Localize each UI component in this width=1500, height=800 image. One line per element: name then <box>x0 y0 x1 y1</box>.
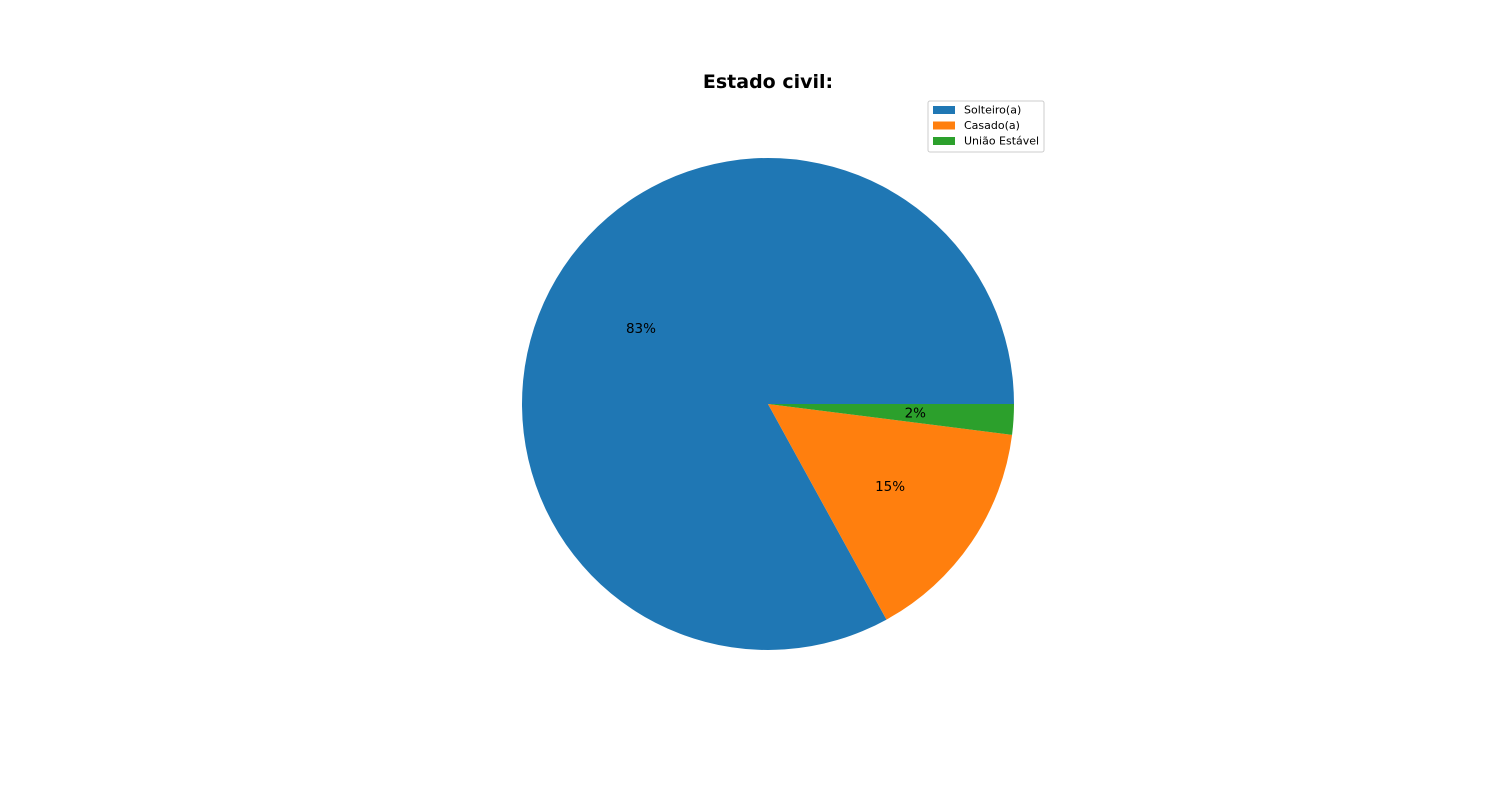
legend-swatch-solteiro-a <box>933 106 955 114</box>
legend-label-uniao-estavel: União Estável <box>964 135 1039 148</box>
legend-label-solteiro-a: Solteiro(a) <box>964 104 1021 117</box>
pie-slice-solteiro-a <box>521 157 1014 650</box>
legend: Solteiro(a) Casado(a) União Estável <box>927 100 1045 153</box>
legend-entries: Solteiro(a) Casado(a) União Estável <box>933 104 1039 148</box>
pie-slice-casado-a <box>768 404 1013 620</box>
legend-label-casado-a: Casado(a) <box>964 119 1020 132</box>
pie-slice-uniao-estavel <box>768 404 1014 435</box>
legend-frame <box>927 100 1045 153</box>
pie-slices <box>521 157 1014 650</box>
legend-swatch-uniao-estavel <box>933 137 955 145</box>
pie-slice-label-uniao-estavel: 2% <box>905 405 927 421</box>
pie-slice-label-casado-a: 15% <box>875 479 905 495</box>
chart-title: Estado civil: <box>703 71 833 93</box>
pie-slice-labels: 83% 15% 2% <box>626 321 926 495</box>
legend-swatch-casado-a <box>933 121 955 130</box>
pie-slice-label-solteiro-a: 83% <box>626 321 656 337</box>
